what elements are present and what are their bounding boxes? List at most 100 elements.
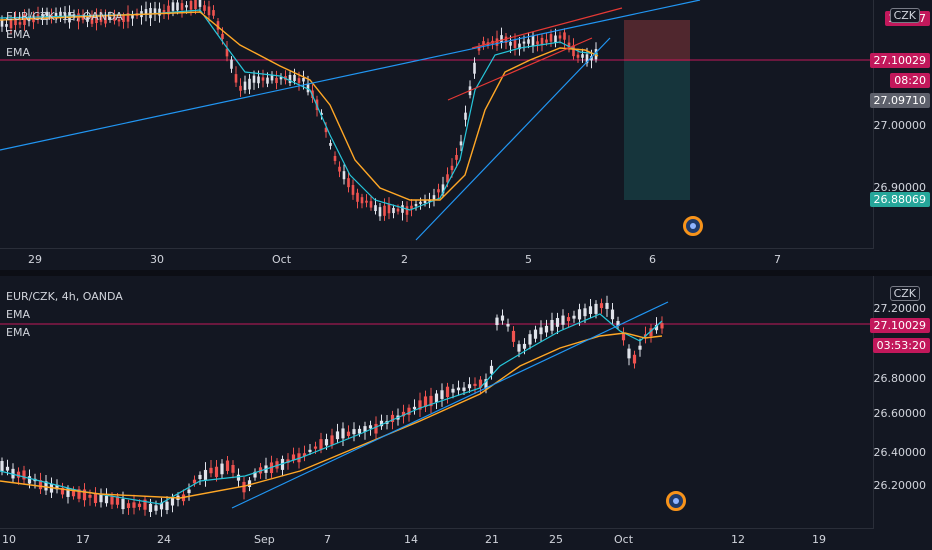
price-plot-15m[interactable] [0, 0, 874, 248]
price-axis-4h[interactable]: 27.20000 26.80000 26.60000 26.40000 26.2… [869, 276, 932, 528]
candle-body [239, 85, 242, 91]
entry-price-tag: 27.09710 [869, 93, 930, 108]
candle-body [576, 54, 580, 58]
currency-button[interactable]: CZK [889, 286, 920, 301]
candle-body [234, 74, 238, 83]
symbol-label[interactable]: EUR/CZK, 15, OANDA [6, 10, 123, 23]
candle-body [495, 317, 499, 326]
candle-body [165, 501, 169, 511]
ema-label-2[interactable]: EMA [6, 46, 30, 59]
time-tick: 10 [2, 533, 16, 546]
pane-separator[interactable] [0, 270, 932, 276]
candle-body [293, 74, 296, 81]
candle-body [203, 469, 208, 481]
time-axis-4h[interactable]: 10 17 24 Sep 7 14 21 25 Oct 12 19 [0, 528, 874, 549]
ema-label-1[interactable]: EMA [6, 28, 30, 41]
time-axis-15m[interactable]: 29 30 Oct 2 5 6 7 [0, 248, 874, 269]
candle-body [429, 395, 433, 407]
economic-event-icon[interactable] [683, 216, 703, 236]
candle-body [207, 6, 211, 16]
currency-button[interactable]: CZK [889, 8, 920, 23]
chart-pane-15m[interactable]: EUR/CZK, 15, OANDA EMA EMA 27.00000 26.9… [0, 0, 932, 270]
time-tick: 2 [401, 253, 408, 266]
candle-body [216, 21, 220, 30]
candle-body [590, 55, 593, 61]
candle-body [176, 2, 179, 11]
candle-body [66, 488, 70, 497]
symbol-label[interactable]: EUR/CZK, 4h, OANDA [6, 290, 123, 303]
chart-pane-4h[interactable]: EUR/CZK, 4h, OANDA EMA EMA 27.20000 26.8… [0, 276, 932, 550]
candle-body [437, 189, 440, 193]
candle-body [446, 174, 449, 183]
candle-body [115, 496, 120, 505]
candle-body [153, 8, 157, 15]
time-tick: 25 [549, 533, 563, 546]
candle-body [214, 466, 219, 477]
candle-body [374, 205, 377, 212]
candle-body [22, 470, 26, 480]
candle-body [500, 315, 505, 321]
candle-body [45, 11, 49, 20]
candle-body [638, 345, 642, 350]
candle-body [513, 40, 517, 49]
candle-body [407, 407, 411, 415]
candle-body [577, 309, 582, 320]
economic-event-icon[interactable] [666, 491, 686, 511]
candle-body [302, 77, 305, 82]
price-axis-15m[interactable]: 27.00000 26.90000 27.1?7 27.10029 08:20 … [869, 0, 932, 248]
ema-label-1[interactable]: EMA [6, 308, 30, 321]
candle-body [440, 390, 444, 399]
candle-body [418, 400, 422, 410]
candle-body [352, 429, 356, 435]
candle-body [423, 396, 428, 407]
legend-4h: EUR/CZK, 4h, OANDA EMA EMA [6, 288, 123, 342]
candle-body [286, 459, 290, 463]
candle-body [517, 344, 521, 352]
candle-body [143, 499, 147, 510]
candle-body [220, 463, 224, 475]
candle-body [368, 425, 373, 429]
candle-body [419, 201, 422, 204]
candle-body [554, 35, 557, 43]
candle-body [585, 54, 589, 64]
candle-body [558, 35, 562, 39]
candle-body [180, 3, 184, 10]
candle-body [484, 379, 488, 390]
candle-body [410, 205, 413, 209]
candle-body [566, 317, 571, 322]
ema-label-2[interactable]: EMA [6, 326, 30, 339]
candle-body [550, 319, 554, 331]
ema-slow-line [0, 332, 663, 499]
candle-body [610, 309, 615, 320]
stop-zone [624, 20, 690, 61]
candle-body [231, 464, 235, 473]
candle-body [459, 141, 463, 146]
candle-body [533, 329, 538, 339]
candle-body [297, 78, 301, 83]
candle-body [387, 204, 391, 214]
current-price-tag: 27.10029 [869, 53, 930, 68]
candle-body [113, 16, 116, 21]
candle-body [329, 143, 332, 146]
candle-body [477, 47, 481, 51]
countdown-tag: 08:20 [890, 73, 930, 88]
candle-body [506, 324, 510, 327]
candle-body [248, 78, 251, 90]
candle-body [170, 497, 175, 506]
candle-body [167, 5, 170, 15]
candle-body [132, 502, 136, 508]
candle-body [126, 13, 130, 22]
candle-body [209, 467, 213, 474]
price-plot-4h[interactable] [0, 276, 874, 528]
candle-body [445, 386, 450, 398]
candle-body [567, 42, 571, 49]
candle-body [335, 431, 340, 440]
time-tick: 12 [731, 533, 745, 546]
candle-body [423, 199, 427, 204]
candle-body [302, 453, 307, 457]
candle-body [531, 35, 535, 46]
price-tick: 26.60000 [873, 407, 927, 420]
candle-body [527, 39, 530, 44]
channel-line [447, 37, 593, 101]
candle-body [0, 19, 4, 27]
